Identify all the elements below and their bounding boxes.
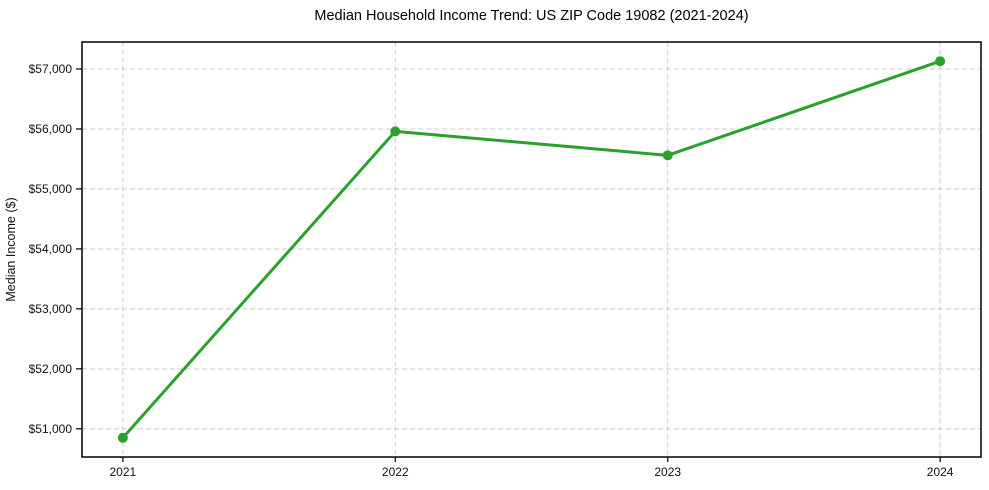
- x-tick-label: 2024: [927, 465, 954, 479]
- trend-line: [121, 59, 942, 440]
- plot-border: [81, 41, 982, 458]
- y-tick-label: $54,000: [29, 242, 73, 256]
- y-tick-label: $56,000: [29, 122, 73, 136]
- y-tick-label: $51,000: [29, 422, 73, 436]
- y-axis-label: Median Income ($): [4, 197, 18, 301]
- x-tick-label: 2022: [382, 465, 409, 479]
- y-tick-label: $57,000: [29, 62, 73, 76]
- data-point-2024: [935, 56, 946, 67]
- data-point-2022: [390, 126, 401, 137]
- chart-title: Median Household Income Trend: US ZIP Co…: [314, 8, 749, 24]
- y-tick-label: $55,000: [29, 182, 73, 196]
- x-tick-label: 2023: [654, 465, 681, 479]
- data-point-2023: [662, 150, 673, 161]
- y-tick-label: $53,000: [29, 302, 73, 316]
- x-tick-label: 2021: [110, 465, 137, 479]
- data-point-2021: [117, 432, 128, 443]
- y-tick-label: $52,000: [29, 362, 73, 376]
